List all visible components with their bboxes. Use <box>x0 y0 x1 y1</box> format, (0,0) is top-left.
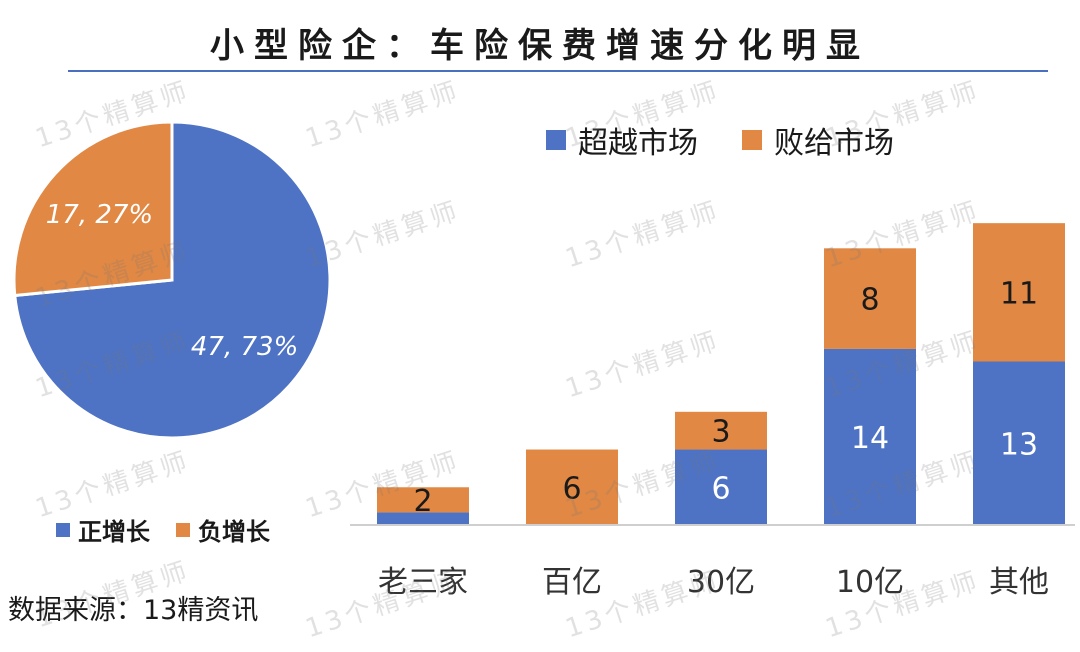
bar-data-label: 13 <box>1000 427 1038 462</box>
bar-data-label: 3 <box>711 415 730 450</box>
x-tick-label: 百亿 <box>542 565 602 600</box>
legend-swatch-blue <box>56 522 70 537</box>
bar-segment-beat-market <box>973 361 1065 525</box>
bar-segment-lose-market <box>824 248 916 349</box>
pie-legend-negative: 负增长 <box>176 512 270 547</box>
pie-data-label-positive: 47, 73% <box>191 332 298 362</box>
chart-title: 小型险企：车险保费增速分化明显 <box>210 26 870 66</box>
bar-segment-beat-market <box>824 348 916 525</box>
x-tick-label: 10亿 <box>836 565 904 600</box>
bar-data-label: 2 <box>413 484 432 519</box>
bar-data-label: 14 <box>851 421 889 456</box>
bar-legend: 超越市场 败给市场 <box>546 118 938 162</box>
pie-slice-negative <box>12 120 174 298</box>
x-tick-label: 其他 <box>989 565 1049 600</box>
bar-data-label: 11 <box>1000 276 1038 311</box>
bar-data-label: 6 <box>562 471 581 506</box>
bar-legend-beat-market-label: 超越市场 <box>578 126 698 161</box>
pie-data-label-negative: 17, 27% <box>46 200 153 230</box>
pie-legend: 正增长 负增长 <box>56 512 296 547</box>
legend-swatch-orange <box>176 522 190 537</box>
x-tick-label: 30亿 <box>687 565 755 600</box>
bar-data-label: 6 <box>711 471 730 506</box>
x-tick-label: 老三家 <box>378 565 468 600</box>
legend-swatch-blue <box>546 130 566 150</box>
bar-legend-lose-market: 败给市场 <box>742 118 894 162</box>
bar-segment-lose-market <box>973 223 1065 362</box>
pie-chart: 47, 73% 17, 27% <box>12 120 332 440</box>
pie-legend-positive-label: 正增长 <box>78 518 150 546</box>
bar-segment-beat-market <box>675 449 767 525</box>
title-underline <box>68 70 1048 72</box>
pie-legend-negative-label: 负增长 <box>198 518 270 546</box>
bar-legend-lose-market-label: 败给市场 <box>774 126 894 161</box>
legend-swatch-orange <box>742 130 762 150</box>
bar-segment-lose-market <box>377 487 469 513</box>
bar-segment-lose-market <box>526 449 618 525</box>
bar-legend-beat-market: 超越市场 <box>546 118 698 162</box>
bar-segment-beat-market <box>377 512 469 525</box>
bar-data-label: 8 <box>860 283 879 318</box>
data-source-note: 数据来源：13精资讯 <box>8 595 259 626</box>
bar-segment-lose-market <box>675 411 767 450</box>
pie-legend-positive: 正增长 <box>56 512 150 547</box>
